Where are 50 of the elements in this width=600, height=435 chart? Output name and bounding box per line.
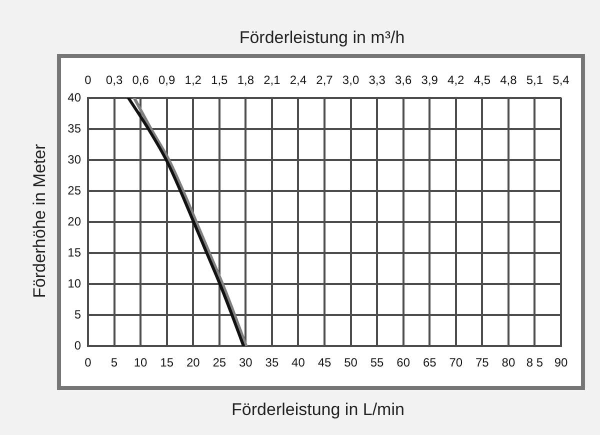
y-tick-label: 15 <box>68 245 82 260</box>
x2-tick-label: 3,9 <box>421 73 438 88</box>
y-tick-label: 0 <box>74 338 82 352</box>
x2-tick-label: 3,3 <box>368 73 386 88</box>
x2-tick-label: 5,4 <box>552 73 570 88</box>
x2-tick-label: 3,0 <box>342 73 360 88</box>
x-tick-label: 30 <box>238 356 253 370</box>
x-tick-label: 80 <box>502 356 516 370</box>
x-tick-label: 45 <box>318 356 332 370</box>
x-tick-label: 15 <box>160 356 174 370</box>
y-axis-title: Förderhöhe in Meter <box>30 144 50 298</box>
x-tick-label: 90 <box>554 356 568 370</box>
x2-tick-label: 0,9 <box>158 73 176 88</box>
y-tick-label: 10 <box>68 276 82 290</box>
x2-tick-label: 2,4 <box>290 73 307 88</box>
x2-tick-label: 0 <box>84 73 92 88</box>
x-tick-label: 70 <box>449 356 463 370</box>
x2-tick-label: 1,2 <box>184 73 202 88</box>
x2-tick-label: 2,1 <box>264 73 281 88</box>
x2-tick-label: 0,3 <box>106 73 123 88</box>
x-tick-label: 20 <box>186 356 200 370</box>
x2-tick-label: 5,1 <box>526 73 544 88</box>
y-tick-label: 35 <box>68 121 82 136</box>
x2-tick-label: 1,8 <box>237 73 254 88</box>
x-tick-label: 10 <box>134 356 148 370</box>
x2-tick-label: 4,5 <box>474 73 491 88</box>
x2-tick-label: 4,2 <box>448 73 465 88</box>
x-tick-label: 55 <box>370 356 384 370</box>
x-tick-label: 8 5 <box>526 356 544 370</box>
x-tick-label: 0 <box>84 356 92 370</box>
x2-tick-label: 3,6 <box>394 73 412 88</box>
y-tick-label: 25 <box>68 183 82 198</box>
x2-tick-label: 2,7 <box>316 73 334 88</box>
x-tick-label: 40 <box>292 356 306 370</box>
y-tick-label: 5 <box>74 307 82 322</box>
x2-tick-label: 0,6 <box>132 73 150 88</box>
x-axis-title: Förderleistung in L/min <box>230 400 406 420</box>
x-tick-label: 35 <box>265 356 279 370</box>
x2-tick-label: 4,8 <box>500 73 518 88</box>
y-tick-label: 30 <box>68 152 82 166</box>
x2-axis-title: Förderleistung in m³/h <box>238 28 406 48</box>
x-tick-label: 50 <box>344 356 358 370</box>
x-tick-label: 75 <box>475 356 490 370</box>
x2-tick-label: 1,5 <box>211 73 228 88</box>
x-tick-label: 65 <box>422 356 437 370</box>
x-tick-label: 25 <box>212 356 226 370</box>
y-tick-label: 40 <box>68 90 82 104</box>
x-tick-label: 5 <box>110 356 118 370</box>
y-tick-label: 20 <box>68 214 82 228</box>
x-tick-label: 60 <box>396 356 410 370</box>
